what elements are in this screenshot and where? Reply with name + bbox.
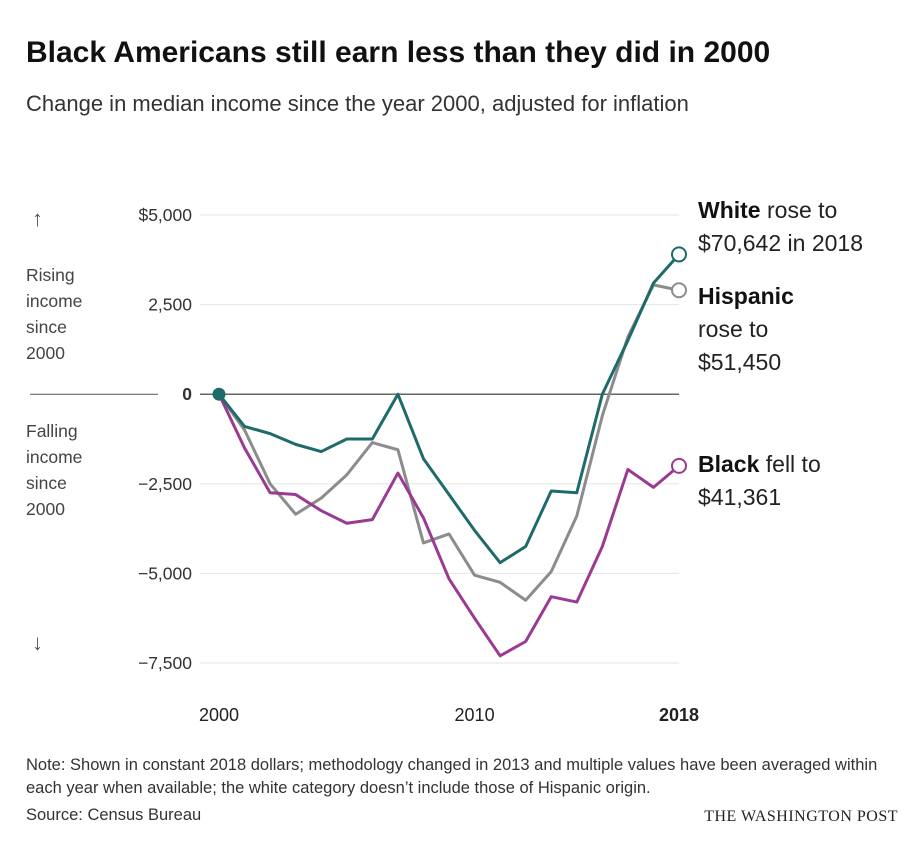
- publisher-logo: THE WASHINGTON POST: [704, 808, 898, 825]
- white-series-label: White rose to $70,642 in 2018: [698, 197, 863, 256]
- chart-note: Note: Shown in constant 2018 dollars; me…: [26, 756, 878, 797]
- chart-title: Black Americans still earn less than the…: [26, 36, 771, 69]
- x-tick-label-2: 2018: [659, 705, 699, 725]
- hispanic-end-point: [671, 282, 687, 299]
- black-end-point: [671, 457, 687, 474]
- hispanic-series-label: Hispanic rose to $51,450: [698, 283, 794, 375]
- black-series-name: Black: [698, 451, 760, 477]
- y-tick-label-4: −5,000: [138, 563, 192, 583]
- up-arrow-icon: ↑: [32, 206, 43, 231]
- white-series-name: White: [698, 197, 761, 223]
- falling-income-label: Falling income since 2000: [26, 421, 83, 519]
- white-end-point: [671, 246, 687, 263]
- y-tick-label-3: −2,500: [138, 474, 192, 494]
- y-tick-label-0: $5,000: [138, 205, 192, 225]
- x-tick-label-0: 2000: [199, 705, 239, 725]
- origin-point: [212, 387, 226, 401]
- y-tick-label-5: −7,500: [138, 653, 192, 673]
- down-arrow-icon: ↓: [32, 630, 43, 655]
- y-tick-label-2: 0: [182, 384, 192, 404]
- rising-income-label: Rising income since 2000: [26, 265, 83, 363]
- chart-subtitle: Change in median income since the year 2…: [26, 91, 689, 116]
- hispanic-series-line: [217, 283, 681, 602]
- x-tick-label-1: 2010: [455, 705, 495, 725]
- chart-source: Source: Census Bureau: [26, 806, 202, 824]
- white-series-line: [217, 252, 681, 565]
- black-series-label: Black fell to $41,361: [698, 451, 821, 510]
- hispanic-series-name: Hispanic: [698, 283, 794, 309]
- y-tick-label-1: 2,500: [148, 295, 192, 315]
- black-series-line: [217, 392, 681, 658]
